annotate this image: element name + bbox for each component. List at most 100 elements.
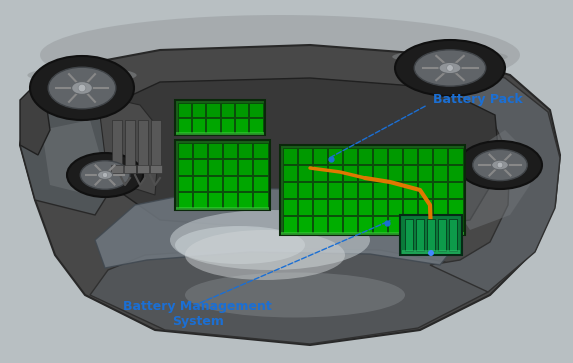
- Bar: [253, 192, 268, 208]
- Bar: [427, 219, 435, 251]
- Bar: [313, 182, 327, 198]
- Bar: [178, 175, 191, 191]
- Bar: [416, 219, 424, 251]
- Ellipse shape: [414, 50, 486, 86]
- Ellipse shape: [439, 62, 461, 74]
- Ellipse shape: [80, 161, 129, 189]
- Bar: [282, 216, 297, 232]
- Bar: [388, 165, 402, 181]
- Bar: [235, 118, 248, 132]
- Bar: [178, 192, 191, 208]
- Bar: [358, 165, 372, 181]
- Bar: [178, 102, 191, 117]
- Bar: [418, 199, 433, 215]
- Ellipse shape: [72, 82, 92, 94]
- Bar: [193, 192, 207, 208]
- Bar: [388, 199, 402, 215]
- Bar: [449, 216, 462, 232]
- Bar: [208, 143, 222, 158]
- Bar: [297, 147, 312, 164]
- Bar: [449, 182, 462, 198]
- Bar: [112, 120, 122, 170]
- Ellipse shape: [65, 161, 145, 172]
- Polygon shape: [450, 130, 530, 230]
- Bar: [208, 159, 222, 175]
- Polygon shape: [42, 120, 100, 195]
- Bar: [175, 140, 270, 210]
- Bar: [433, 216, 448, 232]
- Circle shape: [428, 250, 434, 256]
- Text: Battery Pack: Battery Pack: [433, 93, 523, 106]
- Ellipse shape: [30, 56, 134, 120]
- Circle shape: [103, 172, 108, 178]
- Bar: [125, 120, 135, 170]
- Bar: [403, 199, 417, 215]
- Bar: [313, 216, 327, 232]
- Bar: [235, 102, 248, 117]
- Bar: [176, 207, 269, 210]
- Bar: [253, 159, 268, 175]
- Bar: [373, 147, 387, 164]
- Bar: [221, 118, 234, 132]
- Bar: [297, 165, 312, 181]
- Bar: [313, 199, 327, 215]
- Bar: [438, 219, 446, 251]
- Bar: [238, 192, 252, 208]
- Ellipse shape: [473, 150, 527, 181]
- Bar: [373, 182, 387, 198]
- Ellipse shape: [492, 160, 508, 170]
- Bar: [373, 199, 387, 215]
- Bar: [178, 159, 191, 175]
- Bar: [282, 147, 297, 164]
- Bar: [221, 102, 234, 117]
- Bar: [192, 102, 205, 117]
- Polygon shape: [95, 188, 460, 268]
- Bar: [138, 120, 148, 170]
- Ellipse shape: [185, 273, 405, 318]
- Bar: [403, 182, 417, 198]
- Bar: [358, 199, 372, 215]
- Polygon shape: [430, 58, 560, 292]
- Bar: [178, 143, 191, 158]
- Bar: [418, 182, 433, 198]
- Bar: [433, 165, 448, 181]
- Bar: [343, 216, 357, 232]
- Bar: [343, 182, 357, 198]
- Bar: [373, 216, 387, 232]
- Bar: [405, 219, 413, 251]
- Bar: [449, 165, 462, 181]
- Bar: [193, 175, 207, 191]
- Bar: [238, 159, 252, 175]
- Bar: [282, 165, 297, 181]
- Bar: [249, 118, 262, 132]
- Ellipse shape: [40, 15, 520, 95]
- Bar: [150, 165, 162, 173]
- Bar: [400, 215, 462, 255]
- Ellipse shape: [175, 226, 305, 264]
- Bar: [343, 147, 357, 164]
- Bar: [175, 100, 265, 135]
- Text: Battery Management
System: Battery Management System: [123, 300, 272, 328]
- Ellipse shape: [97, 171, 113, 179]
- Bar: [223, 175, 237, 191]
- Bar: [433, 199, 448, 215]
- Ellipse shape: [393, 50, 508, 64]
- Bar: [249, 102, 262, 117]
- Bar: [343, 199, 357, 215]
- Bar: [253, 143, 268, 158]
- Bar: [253, 175, 268, 191]
- Bar: [192, 118, 205, 132]
- Bar: [137, 165, 149, 173]
- Ellipse shape: [28, 67, 136, 83]
- Bar: [358, 216, 372, 232]
- Bar: [313, 165, 327, 181]
- Bar: [418, 147, 433, 164]
- Bar: [238, 175, 252, 191]
- Polygon shape: [20, 78, 120, 215]
- Bar: [193, 143, 207, 158]
- Bar: [328, 199, 342, 215]
- Polygon shape: [100, 110, 130, 190]
- Bar: [124, 165, 136, 173]
- Bar: [206, 102, 219, 117]
- Bar: [358, 182, 372, 198]
